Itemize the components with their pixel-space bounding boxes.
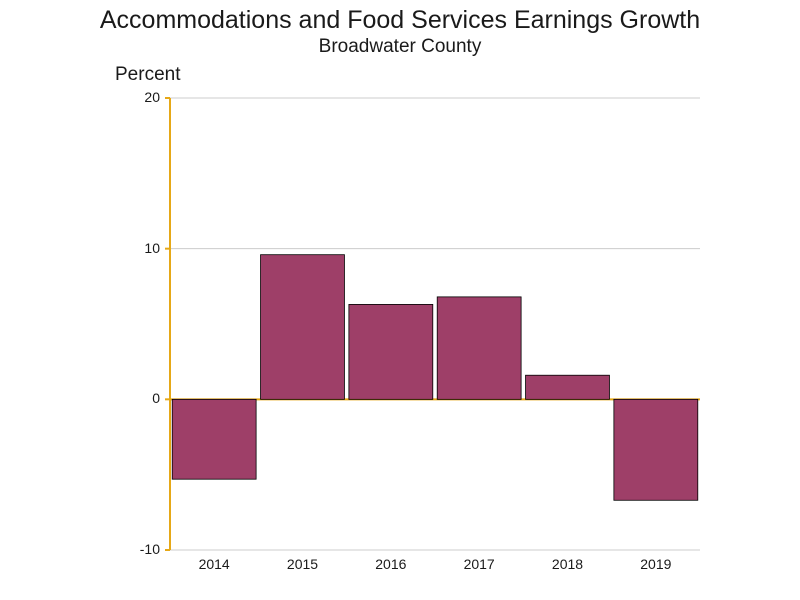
- x-tick-label: 2014: [184, 556, 244, 572]
- bar: [614, 399, 698, 500]
- bar: [172, 399, 256, 479]
- y-tick-label: 0: [110, 390, 160, 406]
- y-tick-label: 20: [110, 89, 160, 105]
- x-tick-label: 2017: [449, 556, 509, 572]
- bar: [261, 255, 345, 400]
- x-tick-label: 2016: [361, 556, 421, 572]
- y-tick-label: 10: [110, 240, 160, 256]
- bar: [349, 304, 433, 399]
- y-axis-title: Percent: [115, 64, 180, 86]
- x-tick-label: 2015: [273, 556, 333, 572]
- y-tick-label: -10: [110, 541, 160, 557]
- bar: [437, 297, 521, 399]
- x-tick-label: 2019: [626, 556, 686, 572]
- x-tick-label: 2018: [538, 556, 598, 572]
- chart-container: Accommodations and Food Services Earning…: [0, 0, 800, 600]
- bar: [526, 375, 610, 399]
